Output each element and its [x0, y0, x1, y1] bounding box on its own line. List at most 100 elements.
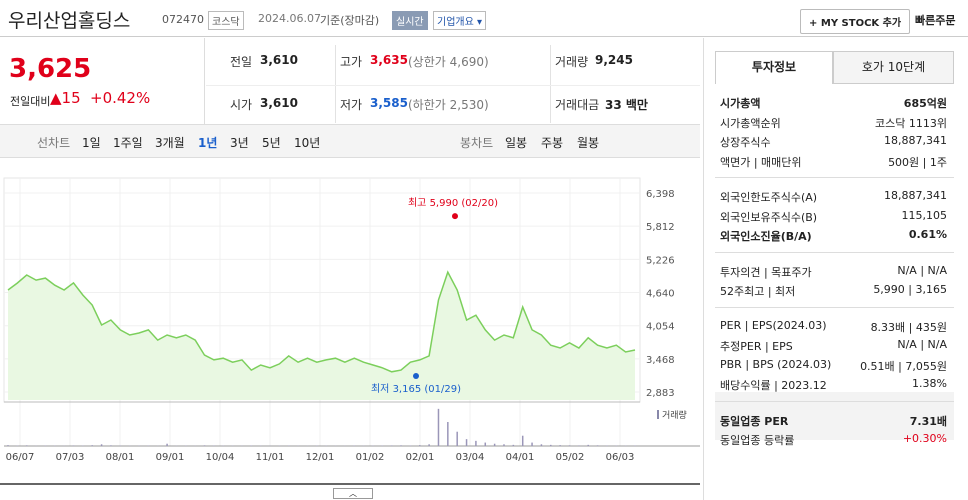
date: 2024.06.07 [258, 12, 321, 25]
info-label: 시가총액 [720, 97, 761, 110]
volume-bar [147, 445, 150, 446]
volume-bar [100, 444, 103, 446]
summary-label: 거래대금 [555, 98, 600, 112]
summary-value: 9,245 [595, 53, 633, 67]
volume-bar [503, 444, 505, 446]
volume-bar [419, 445, 421, 446]
quote-box: 3,625 전일대비 ▲15 +0.42% [0, 38, 205, 124]
y-tick-label: 4,054 [646, 322, 675, 333]
info-label: 외국인소진율(B/A) [720, 230, 812, 243]
company-info-text: 기업개요 [437, 17, 474, 28]
info-label: PBR | BPS (2024.03) [720, 357, 832, 371]
volume-bar [456, 431, 458, 446]
volume-legend-swatch [657, 410, 659, 419]
volume-bar [203, 445, 206, 446]
volume-bar [110, 445, 112, 446]
volume-bar [447, 422, 449, 446]
group-divider [715, 400, 954, 402]
summary-sub: (상한가 4,690) [408, 55, 489, 69]
x-tick-label: 09/01 [156, 452, 185, 463]
change-label: 전일대비 [10, 95, 51, 108]
price: 3,625 [9, 54, 92, 84]
info-value: 0.61% [908, 228, 947, 241]
volume-bar [287, 445, 290, 446]
y-tick-label: 5,812 [646, 222, 675, 233]
summary-label: 전일 [230, 55, 253, 69]
candle-tab[interactable]: 일봉 [505, 136, 528, 150]
summary-value: 3,610 [260, 96, 298, 110]
price-line [7, 270, 636, 373]
change: ▲15 [50, 89, 81, 107]
volume-bar [428, 444, 430, 446]
summary-sub: (하한가 2,530) [408, 98, 489, 112]
low-label: 최저 3,165 (01/29) [371, 383, 461, 395]
info-label: 시가총액순위 [720, 116, 781, 130]
x-tick-label: 03/04 [456, 452, 485, 463]
volume-bar [213, 445, 215, 446]
info-label: 배당수익률 | 2023.12 [720, 379, 827, 392]
info-value: 685억원 [903, 97, 947, 110]
my-stock-text: MY STOCK 추가 [820, 18, 902, 29]
summary-value: 3,585 [370, 96, 408, 110]
x-tick-label: 05/02 [556, 452, 585, 463]
info-value: N/A | N/A [897, 338, 947, 351]
group-divider [715, 251, 954, 253]
price-chart: 06/07 07/03 08/01 09/01 10/04 11/01 12/01 01/02… [3, 177, 700, 463]
x-tick-label: 08/01 [106, 452, 135, 463]
volume-bar [493, 443, 496, 446]
company-info[interactable]: 기업개요 ▾ [433, 11, 487, 30]
volume-bar [7, 445, 9, 446]
info-value: 7.31배 [909, 414, 947, 428]
x-tick-label: 06/07 [6, 452, 35, 463]
y-tick-label: 6,398 [646, 189, 675, 200]
info-label: 외국인한도주식수(A) [720, 191, 818, 204]
x-tick-label: 06/03 [606, 452, 635, 463]
info-label: 52주최고 | 최저 [720, 285, 796, 298]
y-tick-label: 3,468 [646, 355, 675, 366]
volume-bar [437, 408, 440, 446]
volume-bar [578, 445, 580, 446]
x-tick-label: 12/01 [306, 452, 335, 463]
my-stock-button[interactable]: + MY STOCK 추가 [800, 9, 911, 34]
info-value: 0.51배 | 7,055원 [860, 359, 947, 373]
summary-value: 3,635 [370, 53, 408, 67]
volume-bar [521, 435, 524, 446]
period-tab[interactable]: 3년 [230, 136, 249, 150]
summary-bg [715, 392, 954, 440]
period-tab[interactable]: 1일 [82, 136, 101, 150]
info-label: 동일업종 PER [720, 414, 789, 428]
y-tick-label: 2,883 [646, 388, 675, 399]
info-label: PER | EPS(2024.03) [720, 318, 827, 332]
info-value: 18,887,341 [884, 189, 947, 202]
info-value: 115,105 [901, 208, 948, 222]
volume-bar [484, 442, 487, 446]
y-tick-label: 5,226 [646, 255, 675, 266]
summary-value: 3,610 [260, 53, 298, 67]
summary-label: 저가 [340, 98, 363, 112]
realtime[interactable]: 실시간 [392, 11, 428, 30]
tab[interactable]: 호가 10단계 [833, 51, 954, 84]
info-value: 8.33배 | 435원 [870, 320, 947, 334]
period-tab[interactable]: 1주일 [113, 136, 143, 150]
period-tab[interactable]: 1년 [198, 136, 218, 150]
chart-footer: ︿ [0, 483, 700, 500]
volume-bar [475, 440, 477, 446]
period-tab[interactable]: 5년 [262, 136, 281, 150]
info-label: 투자의견 | 목표주가 [720, 265, 812, 279]
collapse-button[interactable]: ︿ [333, 488, 373, 499]
quick-order[interactable]: 빠른주문 [915, 14, 956, 27]
candle-tab[interactable]: 월봉 [577, 136, 600, 150]
x-tick-label: 02/01 [406, 452, 435, 463]
x-tick-label: 01/02 [356, 452, 385, 463]
volume-bar [568, 445, 571, 446]
info-value: 1.38% [912, 377, 947, 390]
info-label: 추정PER | EPS [720, 340, 793, 353]
tab-active[interactable]: 투자정보 [715, 51, 833, 84]
y-tick-label: 4,640 [646, 289, 675, 300]
period-tab[interactable]: 10년 [294, 136, 321, 150]
volume-bar [353, 445, 356, 446]
period-tab[interactable]: 3개월 [155, 136, 185, 150]
candle-tab[interactable]: 주봉 [541, 136, 564, 150]
low-marker [413, 373, 419, 380]
